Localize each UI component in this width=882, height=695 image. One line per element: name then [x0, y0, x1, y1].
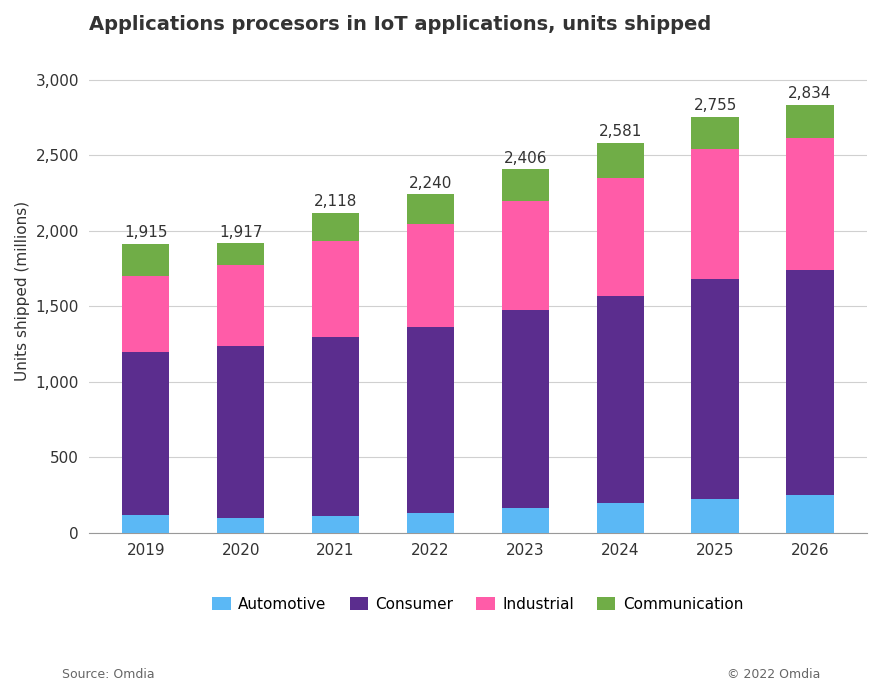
- Bar: [691, 279, 739, 499]
- Bar: [691, 499, 739, 533]
- Text: 1,917: 1,917: [219, 224, 262, 240]
- Text: 2,755: 2,755: [693, 98, 736, 113]
- Legend: Automotive, Consumer, Industrial, Communication: Automotive, Consumer, Industrial, Commun…: [205, 589, 751, 619]
- Bar: [312, 240, 359, 337]
- Bar: [691, 117, 739, 149]
- Bar: [217, 345, 265, 518]
- Bar: [122, 515, 169, 533]
- Text: 2,406: 2,406: [504, 151, 547, 165]
- Bar: [122, 276, 169, 352]
- Bar: [407, 195, 454, 224]
- Bar: [122, 243, 169, 276]
- Bar: [596, 502, 644, 533]
- Bar: [596, 143, 644, 178]
- Bar: [787, 105, 833, 138]
- Bar: [596, 178, 644, 297]
- Bar: [691, 149, 739, 279]
- Bar: [407, 514, 454, 533]
- Bar: [502, 202, 549, 310]
- Text: 2,581: 2,581: [599, 124, 642, 139]
- Bar: [596, 297, 644, 502]
- Text: 2,240: 2,240: [408, 176, 452, 190]
- Bar: [502, 170, 549, 202]
- Bar: [407, 327, 454, 514]
- Text: 1,915: 1,915: [124, 224, 168, 240]
- Y-axis label: Units shipped (millions): Units shipped (millions): [15, 201, 30, 382]
- Text: © 2022 Omdia: © 2022 Omdia: [727, 668, 820, 680]
- Bar: [217, 265, 265, 345]
- Bar: [122, 352, 169, 515]
- Text: Applications procesors in IoT applications, units shipped: Applications procesors in IoT applicatio…: [89, 15, 711, 34]
- Bar: [312, 213, 359, 240]
- Bar: [312, 337, 359, 516]
- Bar: [787, 138, 833, 270]
- Bar: [312, 516, 359, 533]
- Text: 2,118: 2,118: [314, 194, 357, 209]
- Bar: [502, 508, 549, 533]
- Bar: [502, 310, 549, 508]
- Text: 2,834: 2,834: [789, 86, 832, 101]
- Bar: [787, 495, 833, 533]
- Bar: [217, 518, 265, 533]
- Bar: [217, 243, 265, 265]
- Text: Source: Omdia: Source: Omdia: [62, 668, 154, 680]
- Bar: [407, 224, 454, 327]
- Bar: [787, 270, 833, 495]
